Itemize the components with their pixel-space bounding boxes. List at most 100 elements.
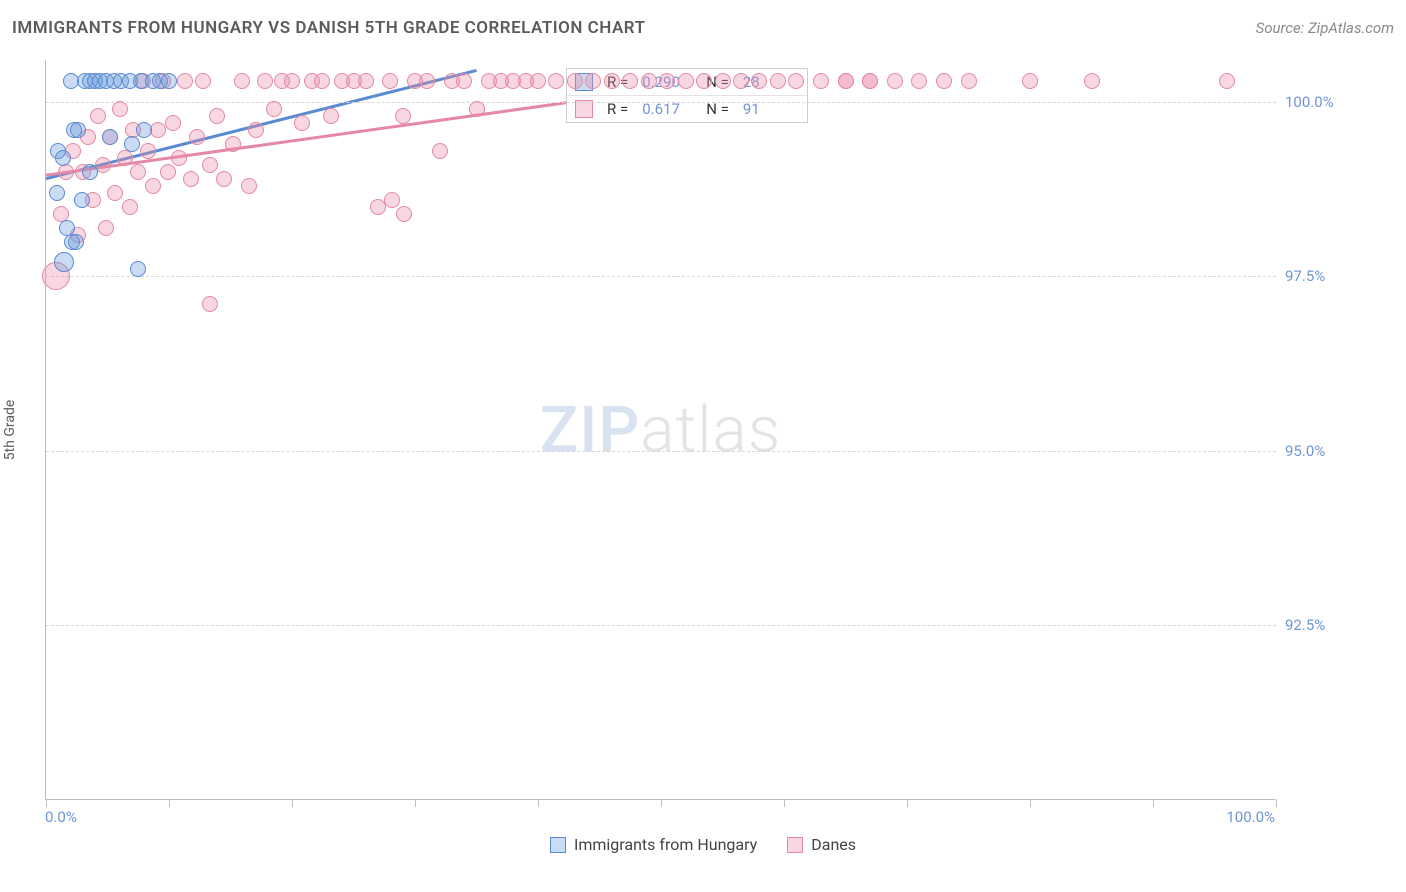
- x-tick: [1153, 799, 1154, 807]
- data-point-danes: [90, 108, 106, 124]
- stat-row-danes: R =0.617N =91: [567, 95, 807, 122]
- legend-swatch-danes: [787, 837, 803, 853]
- data-point-danes: [98, 220, 114, 236]
- data-point-danes: [165, 115, 181, 131]
- x-tick: [415, 799, 416, 807]
- gridline: [46, 102, 1276, 103]
- data-point-danes: [788, 73, 804, 89]
- legend-item-danes: Danes: [787, 835, 856, 854]
- chart-title: IMMIGRANTS FROM HUNGARY VS DANISH 5TH GR…: [12, 18, 646, 38]
- data-point-danes: [585, 73, 601, 89]
- data-point-danes: [384, 192, 400, 208]
- x-axis-max-label: 100.0%: [1226, 808, 1275, 832]
- data-point-danes: [177, 73, 193, 89]
- data-point-danes: [469, 101, 485, 117]
- x-tick: [661, 799, 662, 807]
- data-point-danes: [567, 73, 583, 89]
- source-label: Source: ZipAtlas.com: [1256, 19, 1394, 37]
- data-point-hungary: [70, 122, 86, 138]
- data-point-danes: [189, 129, 205, 145]
- data-point-danes: [696, 73, 712, 89]
- x-tick: [907, 799, 908, 807]
- data-point-danes: [294, 115, 310, 131]
- data-point-danes: [751, 73, 767, 89]
- gridline: [46, 625, 1276, 626]
- data-point-danes: [241, 178, 257, 194]
- data-point-danes: [733, 73, 749, 89]
- data-point-hungary: [130, 261, 146, 277]
- data-point-danes: [160, 164, 176, 180]
- data-point-danes: [715, 73, 731, 89]
- data-point-danes: [862, 73, 878, 89]
- data-point-danes: [202, 157, 218, 173]
- data-point-danes: [1219, 73, 1235, 89]
- data-point-danes: [112, 101, 128, 117]
- data-point-danes: [248, 122, 264, 138]
- data-point-hungary: [102, 129, 118, 145]
- data-point-danes: [323, 108, 339, 124]
- legend-item-hungary: Immigrants from Hungary: [550, 835, 757, 854]
- x-tick: [784, 799, 785, 807]
- y-tick-label: 97.5%: [1285, 267, 1325, 285]
- data-point-danes: [183, 171, 199, 187]
- data-point-danes: [234, 73, 250, 89]
- data-point-danes: [382, 73, 398, 89]
- data-point-danes: [257, 73, 273, 89]
- gridline: [46, 451, 1276, 452]
- data-point-danes: [140, 143, 156, 159]
- data-point-hungary: [55, 150, 71, 166]
- data-point-danes: [419, 73, 435, 89]
- bottom-legend: Immigrants from Hungary Danes: [0, 835, 1406, 854]
- data-point-danes: [225, 136, 241, 152]
- data-point-danes: [107, 185, 123, 201]
- x-tick: [1276, 799, 1277, 807]
- data-point-danes: [284, 73, 300, 89]
- data-point-danes: [961, 73, 977, 89]
- data-point-danes: [171, 150, 187, 166]
- data-point-danes: [838, 73, 854, 89]
- x-tick: [1030, 799, 1031, 807]
- data-point-danes: [58, 164, 74, 180]
- gridline: [46, 276, 1276, 277]
- data-point-danes: [548, 73, 564, 89]
- data-point-danes: [659, 73, 675, 89]
- data-point-danes: [936, 73, 952, 89]
- x-tick: [169, 799, 170, 807]
- legend-label-danes: Danes: [811, 835, 856, 854]
- data-point-danes: [678, 73, 694, 89]
- data-point-danes: [1022, 73, 1038, 89]
- y-axis-title: 5th Grade: [2, 400, 18, 461]
- y-tick-label: 95.0%: [1285, 442, 1325, 460]
- data-point-hungary: [54, 252, 74, 272]
- data-point-hungary: [74, 192, 90, 208]
- data-point-danes: [216, 171, 232, 187]
- data-point-danes: [432, 143, 448, 159]
- data-point-danes: [130, 164, 146, 180]
- data-point-hungary: [63, 73, 79, 89]
- data-point-danes: [266, 101, 282, 117]
- data-point-danes: [813, 73, 829, 89]
- data-point-danes: [604, 73, 620, 89]
- x-tick: [292, 799, 293, 807]
- data-point-danes: [117, 150, 133, 166]
- data-point-danes: [209, 108, 225, 124]
- data-point-danes: [456, 73, 472, 89]
- data-point-danes: [145, 178, 161, 194]
- data-point-danes: [641, 73, 657, 89]
- data-point-danes: [195, 73, 211, 89]
- data-point-danes: [911, 73, 927, 89]
- data-point-danes: [1084, 73, 1100, 89]
- data-point-danes: [122, 199, 138, 215]
- x-tick: [46, 799, 47, 807]
- scatter-plot: ZIPatlas R =0.290N =28R =0.617N =91: [45, 60, 1275, 800]
- y-tick-label: 100.0%: [1285, 93, 1334, 111]
- y-tick-label: 92.5%: [1285, 616, 1325, 634]
- watermark: ZIPatlas: [540, 392, 782, 467]
- data-point-danes: [770, 73, 786, 89]
- data-point-hungary: [82, 164, 98, 180]
- data-point-hungary: [161, 73, 177, 89]
- x-tick: [538, 799, 539, 807]
- data-point-danes: [622, 73, 638, 89]
- legend-swatch-hungary: [550, 837, 566, 853]
- data-point-hungary: [124, 136, 140, 152]
